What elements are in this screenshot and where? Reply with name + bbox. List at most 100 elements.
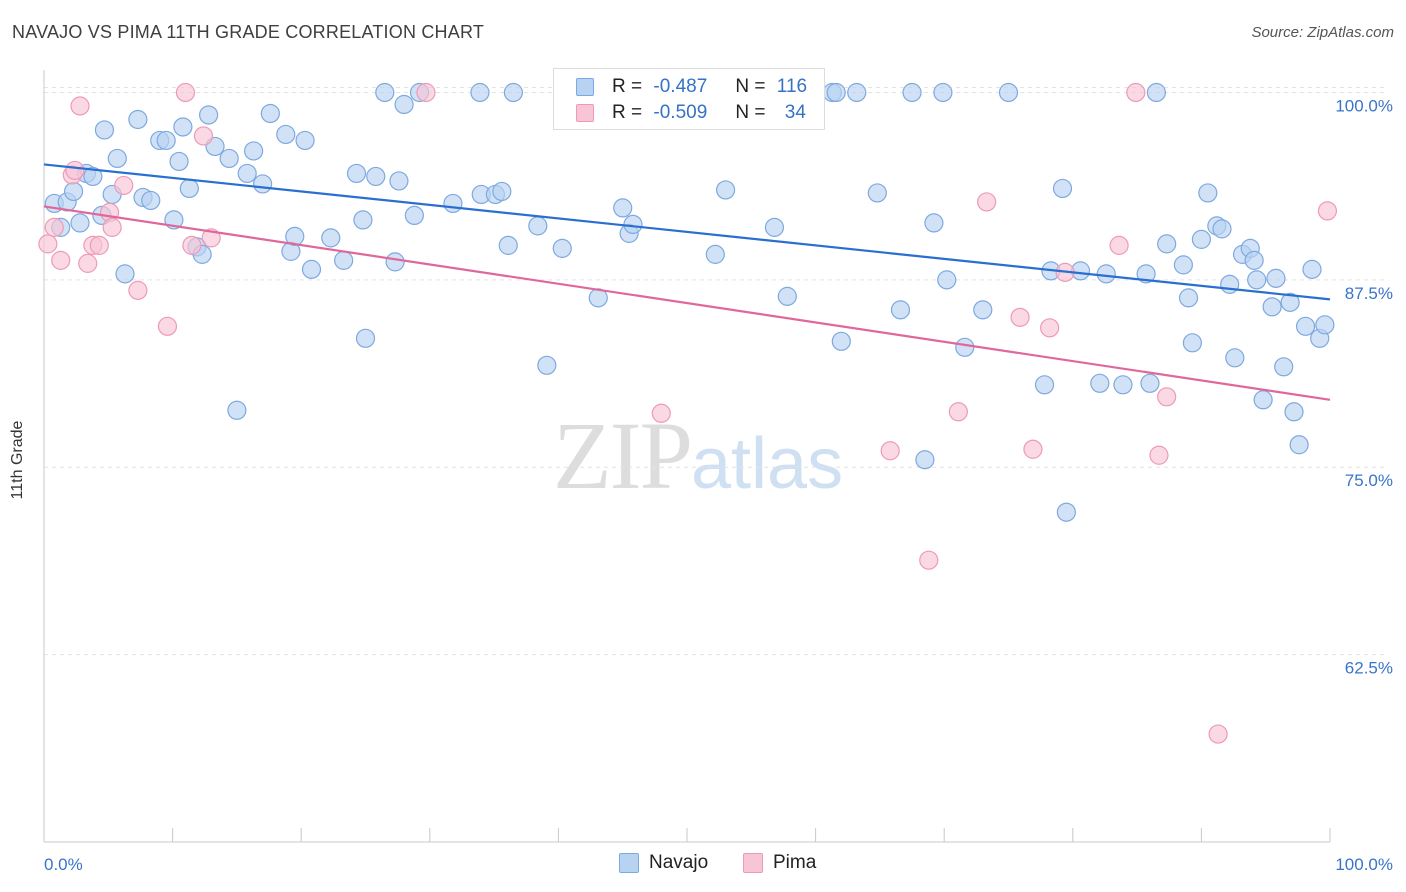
navajo-point <box>552 238 572 258</box>
pima-legend-swatch <box>743 852 763 873</box>
pima-point <box>51 250 71 270</box>
watermark-zip: ZIP <box>553 402 693 509</box>
navajo-point <box>219 148 239 169</box>
navajo-point <box>443 193 463 214</box>
navajo-point <box>498 235 518 255</box>
pima-point <box>1109 235 1129 255</box>
y-tick-label: 87.5% <box>1345 284 1393 303</box>
navajo-point <box>276 124 296 145</box>
pima-point <box>1208 724 1228 744</box>
navajo-point <box>179 178 199 199</box>
navajo-swatch <box>576 77 594 96</box>
pima-legend-label: Pima <box>773 852 817 873</box>
navajo-point <box>1096 264 1116 284</box>
navajo-point <box>227 400 247 420</box>
navajo-point <box>1191 229 1212 249</box>
navajo-point <box>173 117 193 137</box>
navajo-point <box>933 82 953 103</box>
navajo-point <box>301 259 322 279</box>
pima-point <box>651 403 671 423</box>
navajo-point <box>1247 270 1267 290</box>
pima-point <box>65 160 85 181</box>
navajo-point <box>715 180 736 200</box>
pima-point <box>175 82 196 103</box>
navajo-point <box>890 300 911 320</box>
navajo-point <box>389 171 409 191</box>
navajo-point <box>1253 390 1273 410</box>
navajo-point <box>777 286 797 306</box>
pima-point <box>102 217 122 237</box>
navajo-point <box>244 141 264 161</box>
pima-point <box>89 235 109 255</box>
pima-point <box>38 234 58 254</box>
pima-point <box>182 235 202 255</box>
pima-swatch <box>576 103 594 122</box>
navajo-point <box>141 190 161 211</box>
navajo-point <box>492 181 512 202</box>
y-tick-label: 100.0% <box>1335 96 1393 115</box>
pima-point <box>44 217 64 237</box>
pima-point <box>78 253 98 273</box>
navajo-point <box>623 214 643 234</box>
navajo-point <box>156 130 176 151</box>
pima-r-value: -0.509 <box>653 102 708 123</box>
pima-trend-line <box>43 205 1331 401</box>
navajo-point <box>83 166 103 187</box>
navajo-n-label: N = <box>735 76 766 97</box>
navajo-point <box>764 217 785 237</box>
pima-point <box>1010 307 1030 327</box>
navajo-point <box>260 103 280 124</box>
navajo-point <box>924 213 944 233</box>
navajo-point <box>1090 373 1110 393</box>
pima-point <box>416 82 436 103</box>
pima-point <box>1126 82 1146 103</box>
navajo-point <box>705 244 725 264</box>
navajo-point <box>955 337 975 357</box>
pima-point <box>1317 201 1338 221</box>
navajo-point <box>355 328 376 348</box>
navajo-legend-swatch <box>619 852 639 873</box>
watermark-atlas: atlas <box>691 424 844 504</box>
navajo-point <box>1052 178 1073 199</box>
source-label: Source: ZipAtlas.com <box>1251 24 1394 41</box>
navajo-r-label: R = <box>612 76 643 97</box>
navajo-legend-label: Navajo <box>649 852 709 873</box>
navajo-point <box>1225 348 1245 368</box>
navajo-point <box>1146 82 1166 103</box>
navajo-point <box>831 331 851 351</box>
navajo-point <box>1266 268 1286 288</box>
navajo-point <box>847 82 867 103</box>
navajo-point <box>404 205 424 226</box>
x-tick-label: 0.0% <box>44 855 83 874</box>
navajo-point <box>394 94 414 115</box>
y-tick-label: 62.5% <box>1345 659 1393 678</box>
pima-point <box>977 192 997 212</box>
navajo-point <box>867 183 887 203</box>
pima-point <box>1157 387 1177 407</box>
navajo-point <box>375 82 395 103</box>
navajo-point <box>237 163 257 184</box>
navajo-point <box>385 252 405 272</box>
navajo-point <box>1178 288 1199 308</box>
navajo-point <box>366 166 386 187</box>
navajo-point <box>613 198 633 218</box>
navajo-point <box>107 148 127 169</box>
pima-point <box>201 228 221 248</box>
navajo-point <box>253 174 273 194</box>
navajo-point <box>1295 316 1316 336</box>
navajo-point <box>973 300 993 320</box>
navajo-point <box>1056 502 1076 522</box>
navajo-point <box>1302 259 1322 279</box>
bottom-legend-pima: Pima <box>743 852 816 874</box>
navajo-point <box>1274 357 1294 377</box>
pima-point <box>1040 318 1060 338</box>
pima-point <box>157 316 178 336</box>
navajo-point <box>1244 250 1264 270</box>
navajo-n-value: 116 <box>776 76 808 97</box>
navajo-point <box>1284 402 1304 422</box>
pima-point <box>948 402 968 422</box>
navajo-point <box>1113 375 1133 395</box>
navajo-point <box>346 163 367 184</box>
navajo-point <box>528 216 548 236</box>
pima-n-label: N = <box>735 102 766 123</box>
